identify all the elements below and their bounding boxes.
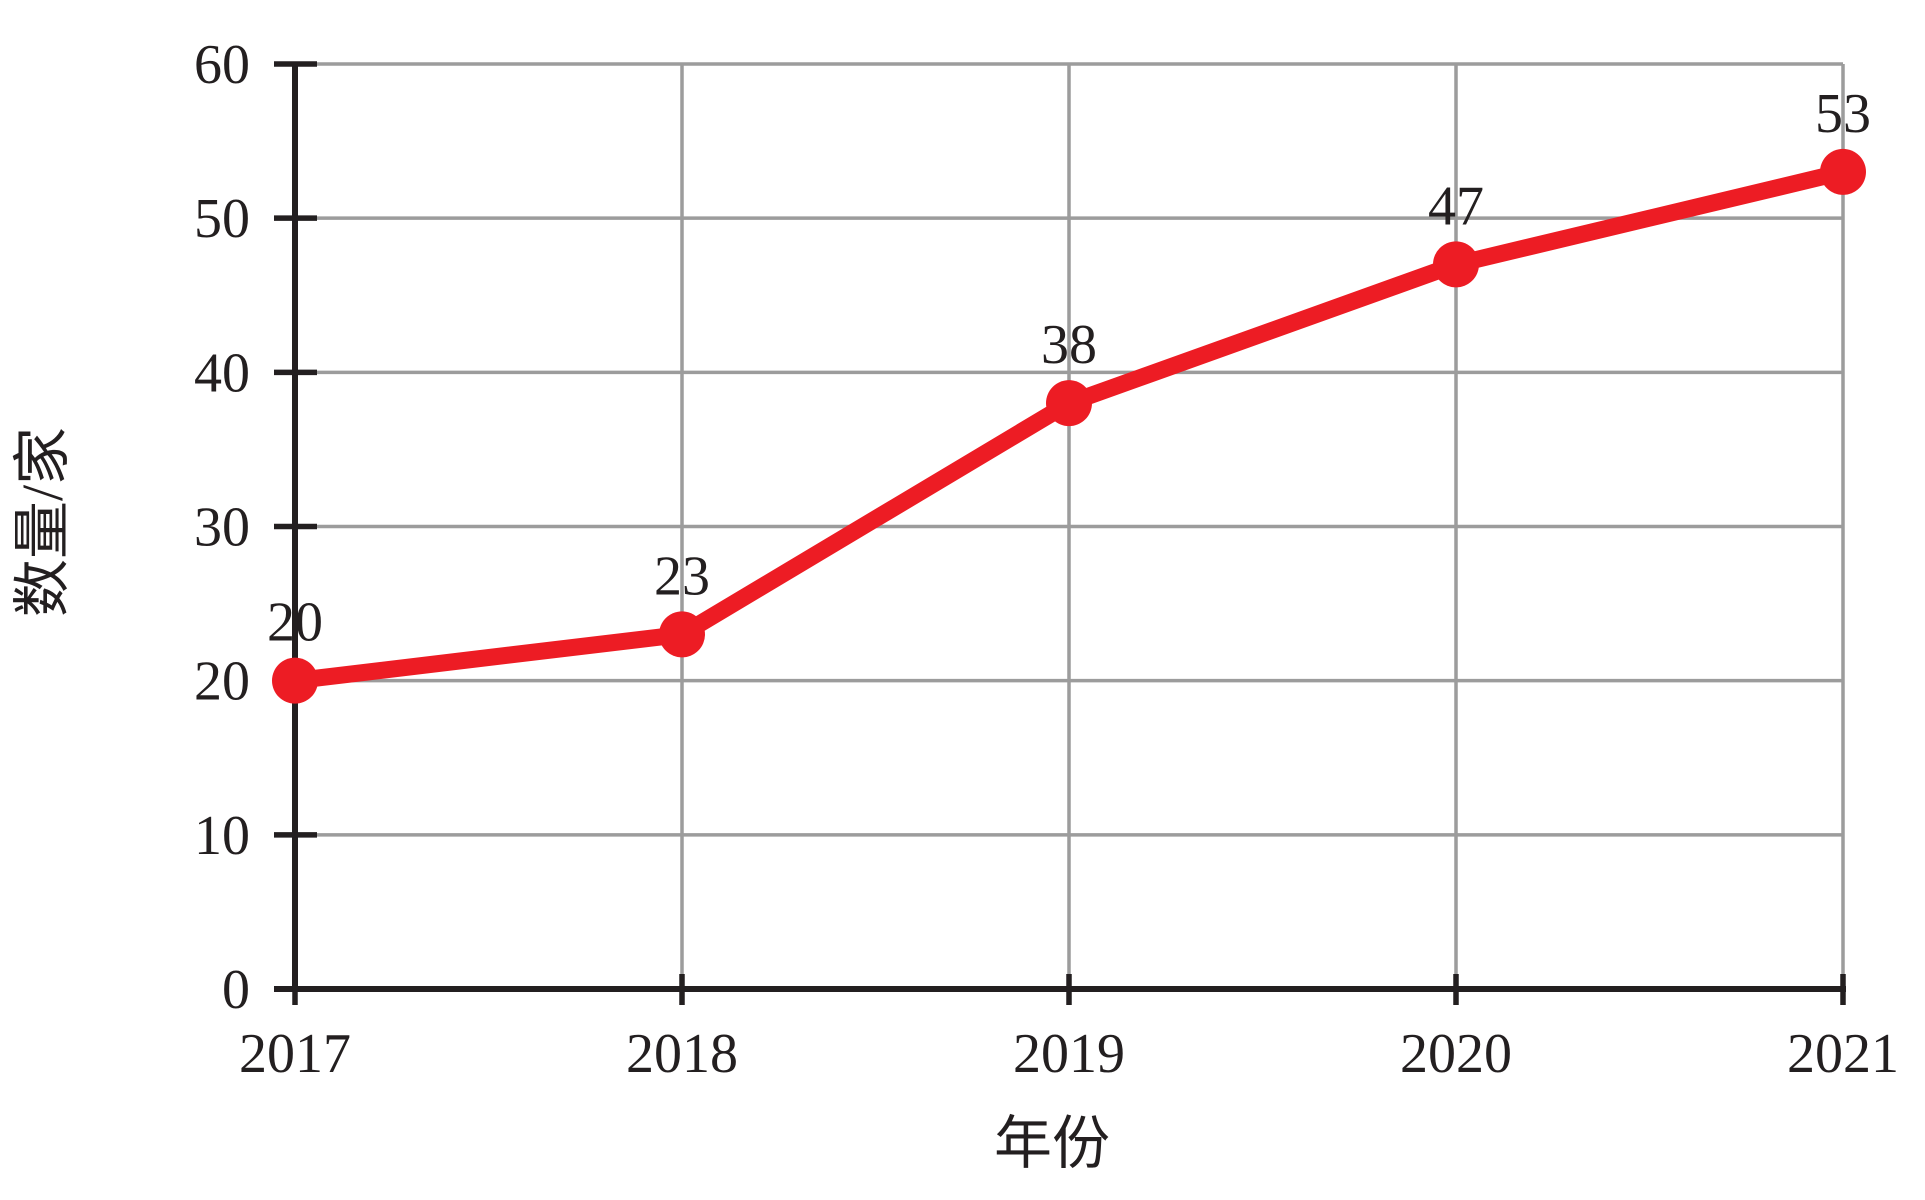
x-tick-label: 2020 <box>1400 1023 1512 1085</box>
data-point-label: 23 <box>654 545 710 607</box>
x-axis-title: 年份 <box>994 1111 1110 1176</box>
y-tick-label: 30 <box>194 497 250 559</box>
data-point-label: 38 <box>1041 314 1097 376</box>
y-tick-label: 40 <box>194 342 250 404</box>
y-tick-label: 20 <box>194 651 250 713</box>
data-point-label: 47 <box>1428 175 1484 237</box>
data-point-label: 20 <box>267 592 323 654</box>
x-tick-label: 2019 <box>1013 1023 1125 1085</box>
data-point-marker <box>272 657 318 704</box>
y-tick-label: 50 <box>194 188 250 250</box>
data-point-marker <box>659 611 705 658</box>
y-tick-label: 10 <box>194 805 250 867</box>
data-point-marker <box>1820 148 1866 195</box>
data-point-marker <box>1046 380 1092 427</box>
x-tick-label: 2017 <box>239 1023 351 1085</box>
y-tick-label: 60 <box>194 34 250 96</box>
x-tick-label: 2018 <box>626 1023 738 1085</box>
data-point-label: 53 <box>1815 83 1871 145</box>
x-tick-label: 2021 <box>1787 1023 1899 1085</box>
y-tick-label: 0 <box>222 959 250 1021</box>
data-point-marker <box>1433 241 1479 288</box>
y-axis-title: 数量/家 <box>10 427 75 617</box>
